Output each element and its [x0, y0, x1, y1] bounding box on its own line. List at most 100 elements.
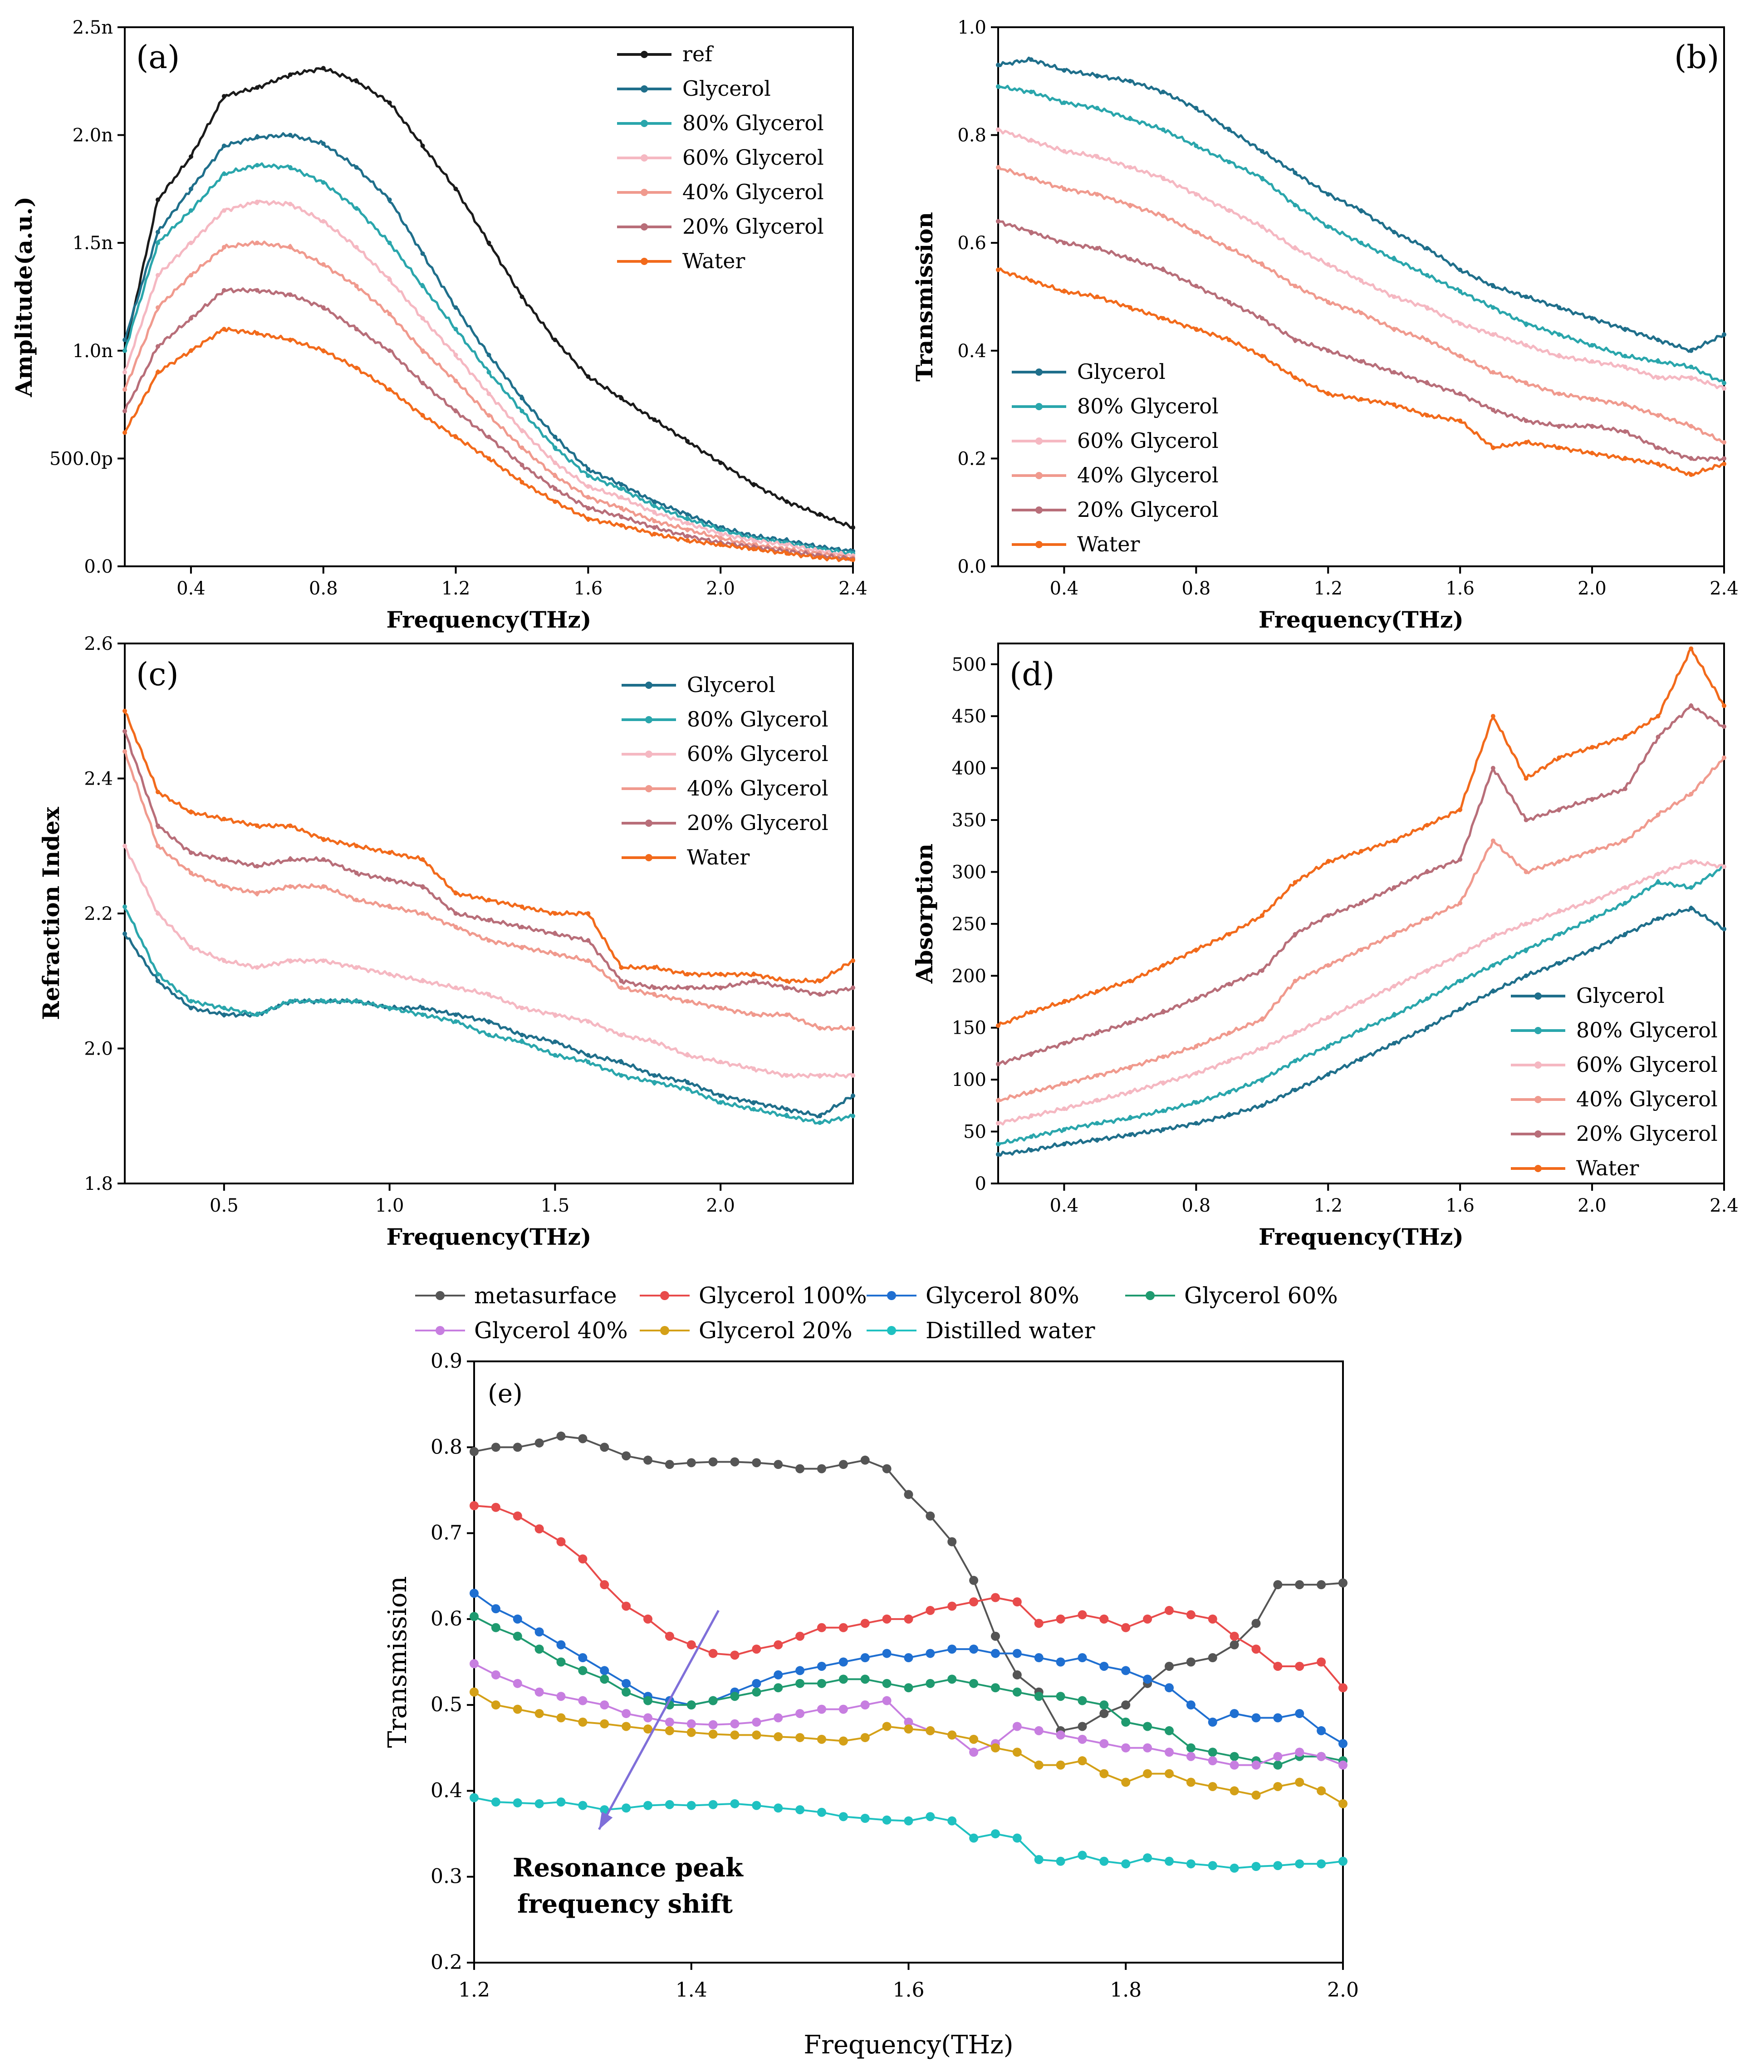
data-point — [1194, 996, 1199, 1001]
data-point — [1392, 402, 1396, 407]
y-tick-label: 0.4 — [957, 341, 986, 362]
data-point — [818, 978, 823, 983]
data-point — [991, 1631, 1000, 1641]
legend-marker — [645, 854, 652, 861]
data-point — [795, 1666, 805, 1675]
data-point — [718, 985, 723, 990]
data-point — [1121, 1700, 1131, 1710]
data-point — [1722, 703, 1726, 708]
data-point — [1227, 300, 1232, 304]
series-80-glycerol — [122, 904, 855, 1125]
data-point — [774, 1713, 783, 1723]
data-point — [556, 1640, 566, 1650]
data-point — [1095, 106, 1100, 111]
y-tick-label: 1.5n — [73, 233, 113, 254]
data-point — [1359, 849, 1363, 854]
data-point — [578, 1653, 588, 1663]
data-point — [838, 1460, 848, 1469]
data-point — [578, 1801, 588, 1810]
data-point — [1165, 1606, 1174, 1615]
data-point — [1293, 246, 1298, 251]
data-point — [221, 884, 226, 889]
data-point — [947, 1730, 957, 1740]
data-point — [1590, 745, 1595, 750]
data-point — [1622, 838, 1627, 843]
data-point — [818, 1073, 823, 1078]
data-point — [486, 918, 491, 923]
data-point — [1722, 332, 1726, 337]
data-point — [1121, 1623, 1131, 1632]
data-point — [556, 1431, 566, 1441]
y-tick-label: 350 — [952, 810, 986, 831]
data-point — [1656, 916, 1661, 921]
x-axis-label: Frequency(THz) — [387, 1223, 592, 1250]
data-point — [1121, 1718, 1131, 1727]
data-point — [1251, 1862, 1261, 1871]
data-point — [1338, 1683, 1348, 1693]
y-tick-label: 0.2 — [431, 1951, 462, 1974]
data-point — [519, 480, 524, 485]
data-point — [1656, 445, 1661, 450]
x-tick-label: 2.0 — [1578, 578, 1607, 599]
data-point — [1095, 989, 1100, 994]
data-point — [486, 413, 491, 418]
data-point — [586, 911, 591, 916]
data-point — [553, 931, 558, 936]
data-point — [1062, 149, 1067, 154]
data-point — [619, 965, 624, 970]
legend-marker — [1534, 1027, 1542, 1034]
data-point — [947, 1601, 957, 1611]
data-point — [420, 316, 425, 321]
data-point — [643, 1724, 652, 1734]
series-line — [997, 703, 1725, 1065]
data-point — [122, 844, 127, 849]
data-point — [1251, 1645, 1261, 1654]
data-point — [1622, 429, 1627, 434]
data-point — [686, 1700, 696, 1710]
data-point — [586, 1019, 591, 1024]
data-point — [1392, 838, 1396, 843]
data-point — [622, 1601, 631, 1611]
data-point — [122, 387, 127, 392]
data-point — [122, 408, 127, 413]
data-point — [513, 1511, 522, 1521]
legend-label: Glycerol 40% — [474, 1317, 628, 1344]
data-point — [1293, 978, 1298, 983]
data-point — [1062, 241, 1067, 245]
legend-marker — [645, 682, 652, 689]
y-tick-label: 0.3 — [431, 1865, 462, 1888]
data-point — [387, 277, 392, 282]
data-point — [1062, 1106, 1067, 1111]
data-point — [752, 1458, 761, 1468]
data-point — [1490, 305, 1495, 310]
data-point — [1490, 408, 1495, 412]
legend-marker — [887, 1291, 896, 1300]
data-point — [652, 965, 657, 970]
series-60-glycerol — [122, 199, 855, 558]
data-point — [1259, 316, 1264, 321]
data-point — [1590, 948, 1595, 953]
series-line — [123, 845, 854, 1079]
data-point — [1557, 354, 1562, 358]
data-point — [1208, 1782, 1217, 1791]
data-point — [882, 1614, 892, 1624]
data-point — [619, 1073, 624, 1078]
data-point — [718, 542, 723, 547]
series-line — [123, 240, 853, 560]
data-point — [1317, 1657, 1326, 1667]
data-point — [860, 1733, 870, 1743]
data-point — [1524, 321, 1529, 326]
legend-label: 20% Glycerol — [1077, 497, 1219, 522]
data-point — [1099, 1614, 1109, 1624]
data-point — [1359, 1027, 1363, 1032]
data-point — [1557, 859, 1562, 864]
data-point — [188, 154, 193, 159]
data-point — [1208, 1614, 1217, 1624]
data-point — [1078, 1722, 1087, 1731]
data-point — [1012, 1687, 1022, 1697]
data-point — [453, 305, 458, 310]
data-point — [1227, 982, 1232, 987]
x-tick-label: 0.8 — [309, 578, 338, 599]
data-point — [969, 1645, 979, 1654]
